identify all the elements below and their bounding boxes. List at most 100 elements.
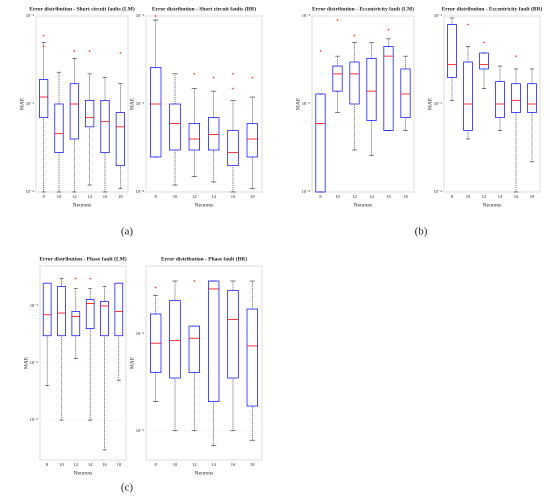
outlier [89,277,92,280]
outlier [193,280,196,283]
outlier [232,87,234,90]
box [150,67,162,158]
box [69,83,79,140]
y-tick-label: 10⁻³ [302,101,311,106]
y-axis-label: MAE [19,97,25,110]
x-tick-label: 12 [72,194,77,199]
outlier [319,50,322,53]
box [511,83,521,113]
box [71,311,81,337]
x-axis-label: Neurons [195,202,214,208]
box [400,68,411,118]
y-tick-label: 10⁻² [302,13,311,18]
x-tick-label: 12 [482,194,487,199]
x-tick-label: 12 [74,462,79,467]
x-tick-label: 18 [530,194,535,199]
outlier [74,277,77,280]
y-axis-label: MAE [295,97,301,110]
x-tick-label: 18 [250,194,255,199]
y-tick-label: 10⁻² [26,13,35,18]
y-tick-label: 10⁻² [30,303,39,308]
x-tick-label: 16 [514,194,519,199]
box [227,130,239,166]
box [366,58,377,121]
panel-label: (c) [121,482,134,494]
box [100,301,109,337]
box [208,280,220,402]
box [383,46,394,131]
chart-title: Error distribution - Eccentricity fault … [312,5,414,12]
y-tick-label: 10⁻³ [30,360,39,365]
x-tick-label: 18 [403,194,408,199]
y-tick-label: 10⁻³ [434,101,443,106]
panel-label: (b) [415,226,428,238]
box [85,299,95,329]
x-tick-label: 14 [88,462,93,467]
outlier [336,19,339,22]
chart-title: Error distribution - Eccentricity fault … [442,5,543,12]
x-axis-label: Neurons [74,470,93,476]
outlier [193,72,196,75]
box [227,290,239,379]
outlier [515,55,517,58]
box [100,100,110,154]
box [42,282,52,337]
x-tick-label: 10 [173,194,178,199]
box [39,79,49,118]
y-tick-label: 10⁻⁴ [30,417,39,422]
y-axis-label: MAE [129,356,135,369]
x-tick-label: 16 [231,194,236,199]
x-tick-label: 12 [192,462,197,467]
x-tick-label: 12 [352,194,357,199]
x-tick-label: 16 [102,462,107,467]
box [527,83,537,113]
outlier [353,34,356,37]
y-tick-label: 10⁻⁴ [302,189,311,194]
y-tick-label: 10⁻³ [136,101,145,106]
x-axis-label: Neurons [73,202,92,208]
box [85,100,95,128]
box [169,103,181,151]
y-tick-label: 10⁻² [136,13,145,18]
outlier [42,45,45,48]
outlier [73,50,76,53]
outlier [154,15,157,17]
box [447,24,457,78]
x-tick-label: 14 [87,194,92,199]
box [246,123,258,158]
y-tick-label: 10⁻⁴ [136,189,145,194]
y-axis-label: MAE [23,356,29,369]
plot-area [145,265,263,461]
y-axis-label: MAE [427,97,433,110]
box [332,65,343,92]
x-tick-label: 10 [57,194,62,199]
x-tick-label: 10 [173,462,178,467]
box [315,93,326,193]
x-tick-label: 8 [155,194,158,199]
x-tick-label: 18 [250,462,255,467]
x-axis-label: Neurons [483,202,502,208]
outlier [42,34,45,37]
x-tick-label: 8 [451,194,454,199]
outlier [88,50,91,53]
box [208,117,220,151]
x-tick-label: 8 [155,462,158,467]
x-tick-label: 18 [117,462,122,467]
x-tick-label: 12 [192,194,197,199]
box [463,61,473,131]
x-axis-label: Neurons [195,470,214,476]
box [57,286,66,337]
x-tick-label: 18 [118,194,123,199]
y-tick-label: 10⁻³ [26,101,35,106]
outlier [467,23,469,26]
x-tick-label: 10 [466,194,471,199]
x-tick-label: 8 [43,194,46,199]
x-tick-label: 16 [386,194,391,199]
outlier [387,28,390,31]
y-tick-label: 10⁻³ [136,428,145,433]
y-tick-label: 10⁻² [434,13,443,18]
outlier [483,41,485,44]
x-tick-label: 14 [369,194,374,199]
x-tick-label: 16 [103,194,108,199]
